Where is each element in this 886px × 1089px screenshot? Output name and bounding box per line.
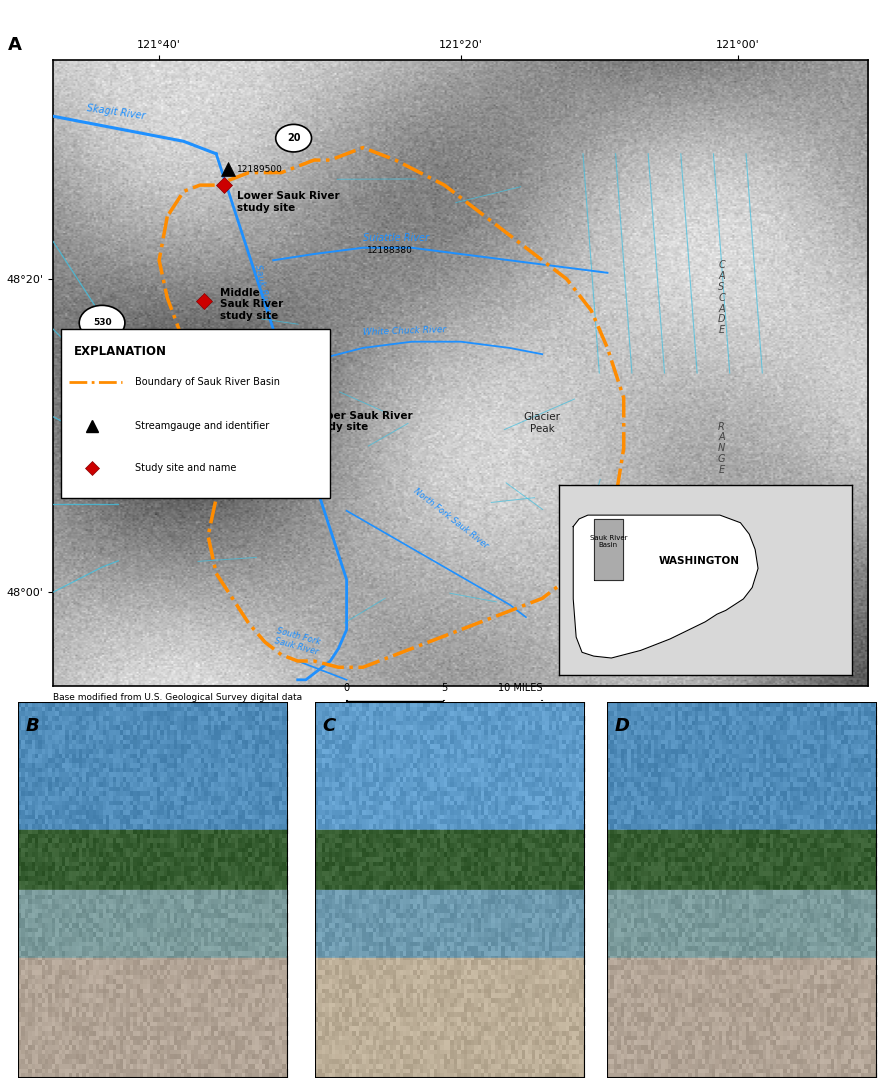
Bar bbox=[315, 830, 585, 905]
Text: C
A
S
C
A
D
E: C A S C A D E bbox=[718, 260, 726, 335]
Bar bbox=[18, 702, 288, 845]
Text: Upper Sauk River
study site: Upper Sauk River study site bbox=[310, 411, 413, 432]
FancyBboxPatch shape bbox=[61, 329, 330, 499]
Text: 530: 530 bbox=[93, 318, 112, 328]
Bar bbox=[607, 702, 877, 845]
Bar bbox=[18, 958, 288, 1078]
Bar bbox=[315, 958, 585, 1078]
Text: South Fork
Sauk River: South Fork Sauk River bbox=[273, 626, 322, 657]
Text: Glacier
Peak: Glacier Peak bbox=[524, 413, 561, 433]
Text: 12188380: 12188380 bbox=[367, 246, 413, 256]
Text: Sauk River
Basin: Sauk River Basin bbox=[590, 536, 627, 548]
Bar bbox=[607, 891, 877, 972]
Text: North Fork Sauk River: North Fork Sauk River bbox=[412, 487, 490, 550]
Bar bbox=[607, 958, 877, 1078]
Text: Lower Sauk River
study site: Lower Sauk River study site bbox=[237, 192, 339, 213]
Polygon shape bbox=[594, 519, 623, 579]
Text: 12186000: 12186000 bbox=[273, 396, 319, 406]
Circle shape bbox=[276, 124, 312, 152]
Text: D: D bbox=[615, 718, 630, 735]
Text: 0: 0 bbox=[344, 683, 350, 693]
Bar bbox=[18, 891, 288, 972]
Polygon shape bbox=[573, 515, 758, 658]
Text: EXPLANATION: EXPLANATION bbox=[74, 345, 167, 358]
Circle shape bbox=[79, 305, 125, 341]
Text: Base modified from U.S. Geological Survey digital data
Universal Transverse Merc: Base modified from U.S. Geological Surve… bbox=[53, 693, 302, 722]
Text: Boundary of Sauk River Basin: Boundary of Sauk River Basin bbox=[135, 378, 280, 388]
Bar bbox=[607, 830, 877, 905]
Text: Sauk River: Sauk River bbox=[253, 264, 272, 313]
Text: 10 KILOMETERS: 10 KILOMETERS bbox=[465, 721, 542, 731]
Text: Middle
Sauk River
study site: Middle Sauk River study site bbox=[221, 287, 284, 320]
Text: 0: 0 bbox=[344, 721, 350, 731]
Text: B: B bbox=[26, 718, 40, 735]
Text: 5: 5 bbox=[441, 721, 447, 731]
Bar bbox=[18, 830, 288, 905]
Text: WASHINGTON: WASHINGTON bbox=[659, 555, 740, 566]
Text: A: A bbox=[8, 36, 22, 53]
Text: R
A
N
G
E: R A N G E bbox=[718, 421, 726, 475]
Text: 20: 20 bbox=[287, 133, 300, 143]
Bar bbox=[315, 702, 585, 845]
Text: C: C bbox=[323, 718, 336, 735]
Text: Suiattle River: Suiattle River bbox=[363, 233, 429, 244]
Text: White Chuck River: White Chuck River bbox=[363, 326, 447, 338]
Text: Streamgauge and identifier: Streamgauge and identifier bbox=[135, 421, 269, 431]
Text: 10 MILES: 10 MILES bbox=[498, 683, 542, 693]
Text: Skagit River: Skagit River bbox=[86, 103, 145, 121]
Text: Study site and name: Study site and name bbox=[135, 463, 236, 473]
Bar bbox=[315, 891, 585, 972]
Text: 5: 5 bbox=[441, 683, 447, 693]
Text: 12189500: 12189500 bbox=[237, 164, 283, 174]
Text: Clear Creek: Clear Creek bbox=[167, 366, 199, 413]
